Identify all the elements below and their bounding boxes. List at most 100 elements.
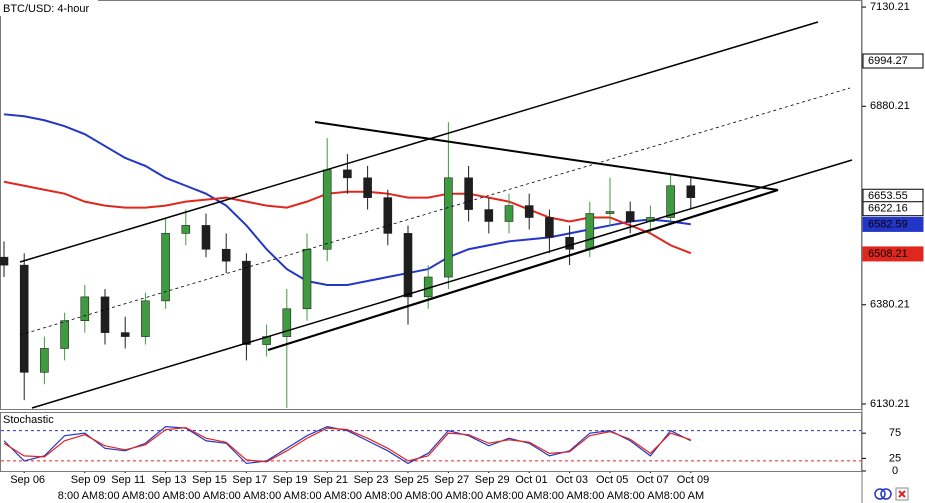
time-label: 8:00 AM (98, 490, 138, 502)
time-label: 8:00 AM (583, 490, 623, 502)
candle-body (524, 205, 534, 218)
x-label-bg (149, 473, 190, 486)
x-tick-label: Sep 17 (232, 474, 267, 486)
candle-body (60, 320, 69, 349)
x-tick-label: Sep 29 (475, 474, 510, 486)
trend-lines (19, 21, 853, 409)
time-label-bg (420, 489, 462, 502)
x-tick-label: Sep 11 (111, 474, 145, 486)
candle-body (322, 169, 332, 250)
candle-body (686, 185, 696, 198)
time-label-bg (97, 489, 139, 502)
channel-lower (31, 159, 853, 409)
candle-body (565, 237, 574, 250)
time-label: 8:00 AM (462, 490, 502, 502)
candle-body (100, 296, 110, 333)
time-label-bg (622, 489, 664, 502)
price-label: 6653.55 (868, 190, 908, 202)
candle-body (545, 217, 554, 238)
candle-body (302, 248, 312, 310)
candle-body (282, 308, 292, 337)
candle-body (625, 211, 635, 222)
candle-body (141, 300, 150, 337)
window-icons[interactable] (874, 487, 909, 501)
x-tick-label: Oct 01 (515, 474, 547, 486)
x-label-bg (674, 473, 715, 486)
x-label-bg (311, 473, 352, 486)
candle-body (181, 225, 191, 234)
x-tick-label: Sep 21 (313, 474, 348, 486)
y-tick-label: 6130.21 (870, 398, 910, 410)
time-label: 8:00 AM (664, 490, 704, 502)
price-label-box (862, 53, 924, 69)
price-label: 6622.16 (868, 203, 908, 215)
y-tick-label: 25 (889, 452, 901, 464)
x-tick-label: Sep 09 (71, 474, 106, 486)
stochastic-line (3, 425, 692, 465)
time-label: 8:00 AM (139, 490, 179, 502)
time-label-bg (137, 489, 179, 502)
triangle-top (314, 121, 779, 191)
link-icon[interactable] (874, 488, 886, 500)
time-label: 8:00 AM (300, 490, 340, 502)
y-tick-label: 75 (889, 427, 901, 439)
x-tick-label: Sep 13 (152, 474, 187, 486)
price-label: 6582.59 (868, 218, 908, 230)
x-tick-label: Oct 07 (636, 474, 668, 486)
x-label-bg (8, 473, 49, 486)
candle-body (201, 225, 211, 250)
candle-body (484, 209, 494, 222)
y-tick-label: 7130.21 (870, 1, 910, 13)
price-label-box (862, 216, 924, 232)
time-label: 8:00 AM (381, 490, 421, 502)
price-label-box (862, 246, 924, 262)
time-label-bg (56, 489, 98, 502)
time-label-bg (339, 489, 381, 502)
x-tick-label: Sep 19 (273, 474, 308, 486)
y-tick-label: 6880.21 (870, 100, 910, 112)
x-label-bg (351, 473, 392, 486)
channel-upper (19, 21, 819, 263)
candle-body (80, 296, 90, 321)
time-label: 8:00 AM (341, 490, 381, 502)
candle-body (161, 233, 170, 302)
x-label-bg (392, 473, 432, 486)
time-label: 8:00 AM (502, 490, 542, 502)
candle-body (40, 348, 49, 373)
time-label-bg (582, 489, 623, 502)
x-tick-label: Sep 06 (10, 474, 45, 486)
candle-body (403, 233, 413, 298)
y-tick-label: 0 (892, 465, 898, 477)
candle-body (383, 197, 393, 234)
x-label-bg (513, 473, 554, 486)
candle-body (666, 185, 675, 218)
chart-title: BTC/USD: 4-hour (3, 3, 90, 15)
time-label: 8:00 AM (623, 490, 663, 502)
time-label-bg (258, 489, 300, 502)
triangle-bottom (267, 188, 779, 352)
candle-body (585, 213, 595, 250)
x-tick-label: Sep 25 (394, 474, 429, 486)
link-icon[interactable] (880, 488, 892, 500)
x-label-bg (553, 473, 594, 486)
time-label-bg (178, 489, 219, 502)
time-label-bg (662, 489, 704, 502)
x-label-bg (432, 473, 473, 486)
x-label-bg (270, 473, 311, 486)
candle-body (120, 332, 130, 337)
x-label-bg (594, 473, 634, 486)
candle-body (444, 177, 453, 278)
time-label: 8:00 AM (421, 490, 461, 502)
time-label: 8:00 AM (543, 490, 583, 502)
candle-body (605, 211, 615, 214)
close-x (898, 490, 906, 498)
x-tick-label: Sep 27 (434, 474, 469, 486)
x-tick-label: Sep 23 (354, 474, 389, 486)
time-label: 8:00 AM (179, 490, 219, 502)
time-label-bg (541, 489, 583, 502)
stoch-title-bg (1, 413, 59, 427)
time-label: 8:00 AM (260, 490, 300, 502)
candle-body (343, 169, 352, 179)
candle-body (363, 177, 372, 198)
